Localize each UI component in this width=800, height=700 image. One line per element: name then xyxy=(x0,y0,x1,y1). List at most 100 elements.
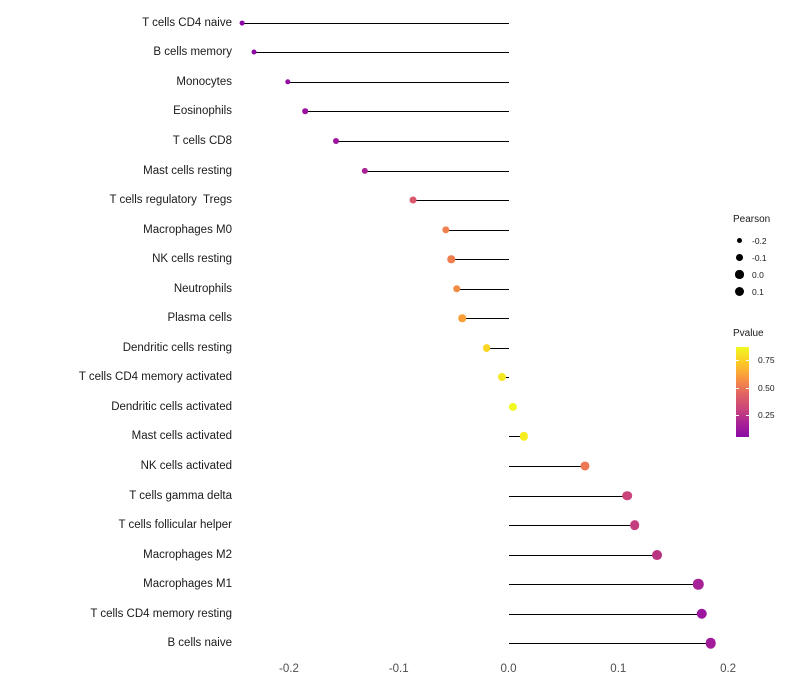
legend-size-entry: -0.2 xyxy=(733,232,770,249)
row-plot-area xyxy=(240,569,772,599)
category-label: B cells naive xyxy=(167,637,232,650)
row-plot-area xyxy=(240,215,772,245)
x-tick-label: 0.1 xyxy=(610,663,627,675)
category-label: B cells memory xyxy=(153,46,232,59)
category-label: Mast cells activated xyxy=(131,430,232,443)
legend-pearson: Pearson -0.2 -0.1 0.0 0.1 xyxy=(733,214,770,300)
chart-row: T cells CD4 memory resting xyxy=(0,599,772,629)
legend-pearson-entries: -0.2 -0.1 0.0 0.1 xyxy=(733,232,770,300)
row-plot-area xyxy=(240,510,772,540)
lollipop-stick xyxy=(508,465,586,467)
legend-pvalue-tick xyxy=(736,415,739,417)
lollipop-stick xyxy=(413,200,509,202)
chart-row: T cells follicular helper xyxy=(0,510,772,540)
lollipop-dot xyxy=(651,549,662,560)
lollipop-dot xyxy=(482,343,491,352)
chart-row: T cells regulatory Tregs xyxy=(0,185,772,215)
category-label: Macrophages M0 xyxy=(143,223,232,236)
category-label: T cells CD4 memory resting xyxy=(90,607,232,620)
lollipop-stick xyxy=(508,436,524,438)
row-plot-area xyxy=(240,599,772,629)
legend-pvalue-tick xyxy=(736,360,739,362)
row-plot-area xyxy=(239,8,772,38)
legend-size-dot xyxy=(734,286,745,297)
chart-row: Macrophages M0 xyxy=(0,215,772,245)
lollipop-dot xyxy=(693,578,704,590)
chart-row: Monocytes xyxy=(0,67,772,97)
chart-row: T cells gamma delta xyxy=(0,481,772,511)
category-label: Plasma cells xyxy=(167,312,232,325)
lollipop-stick xyxy=(508,613,702,615)
chart-row: Dendritic cells resting xyxy=(0,333,772,363)
legend-size-entry: -0.1 xyxy=(733,249,770,266)
legend-pvalue-body: 0.75 0.50 0.25 xyxy=(733,347,775,439)
chart-row: Dendritic cells activated xyxy=(0,392,772,422)
category-label: Macrophages M2 xyxy=(143,548,232,561)
row-plot-area xyxy=(240,628,772,658)
legend-pvalue-tick-label: 0.75 xyxy=(758,355,775,366)
chart-row: Mast cells resting xyxy=(0,156,772,186)
legend-size-dot xyxy=(736,254,743,261)
chart-row: Eosinophils xyxy=(0,97,772,127)
legend-size-label: -0.1 xyxy=(752,252,767,263)
legend-size-label: 0.1 xyxy=(752,286,764,297)
row-plot-area xyxy=(240,422,772,452)
lollipop-dot xyxy=(442,225,450,234)
lollipop-dot xyxy=(361,167,368,174)
category-label: Neutrophils xyxy=(173,282,232,295)
chart-row: B cells memory xyxy=(0,38,772,68)
row-plot-area xyxy=(240,274,772,304)
lollipop-dot xyxy=(333,137,340,144)
legend-pvalue-tick xyxy=(746,360,749,362)
lollipop-stick xyxy=(305,111,509,113)
lollipop-stick xyxy=(364,170,509,172)
legend-size-entry: 0.1 xyxy=(733,283,770,300)
chart-row: NK cells resting xyxy=(0,244,772,274)
legend-pvalue-tick xyxy=(746,415,749,417)
legend-size-entry: 0.0 xyxy=(733,266,770,283)
category-label: Dendritic cells resting xyxy=(122,341,232,354)
pvalue-colorbar-ticks: 0.75 0.50 0.25 xyxy=(736,347,775,437)
legend-pvalue-tick xyxy=(746,387,749,389)
legend-pvalue-title: Pvalue xyxy=(733,328,764,339)
x-axis: -0.2 -0.1 0.0 0.1 0.2 xyxy=(0,663,800,683)
row-plot-area xyxy=(240,451,772,481)
chart-row: Macrophages M2 xyxy=(0,540,772,570)
lollipop-stick xyxy=(486,347,509,349)
chart-row: Neutrophils xyxy=(0,274,772,304)
row-plot-area xyxy=(240,244,772,274)
lollipop-stick xyxy=(253,52,509,54)
chart-row: T cells CD4 naive xyxy=(0,8,772,38)
category-label: T cells CD8 xyxy=(172,134,232,147)
category-label: Eosinophils xyxy=(173,105,232,118)
lollipop-dot xyxy=(629,520,640,530)
lollipop-stick xyxy=(508,554,657,556)
x-tick-label: 0.0 xyxy=(500,663,517,675)
category-label: NK cells activated xyxy=(140,459,232,472)
lollipop-stick xyxy=(508,525,635,527)
lollipop-dot xyxy=(580,461,590,471)
chart-row: T cells CD8 xyxy=(0,126,772,156)
lollipop-stick xyxy=(241,22,509,24)
category-label: Dendritic cells activated xyxy=(111,400,232,413)
legend-pvalue-tick-label: 0.50 xyxy=(758,382,775,393)
legend-pvalue: Pvalue 0.75 0.50 0.25 xyxy=(733,328,775,439)
lollipop-stick xyxy=(456,288,509,290)
lollipop-dot xyxy=(508,402,517,411)
row-plot-area xyxy=(240,97,772,127)
category-label: T cells follicular helper xyxy=(118,519,232,532)
legend-size-label: -0.2 xyxy=(752,235,767,246)
legend-size-dot xyxy=(735,270,744,279)
lollipop-dot xyxy=(409,196,417,204)
category-label: NK cells resting xyxy=(152,253,232,266)
lollipop-dot xyxy=(251,49,257,55)
lollipop-stick xyxy=(451,259,509,261)
pvalue-colorbar xyxy=(736,347,749,437)
lollipop-stick xyxy=(445,229,509,231)
lollipop-dot xyxy=(285,79,291,85)
row-plot-area xyxy=(240,67,772,97)
lollipop-dot xyxy=(458,314,467,322)
lollipop-dot xyxy=(447,255,456,263)
row-plot-area xyxy=(240,185,772,215)
x-tick-label: -0.1 xyxy=(388,663,409,675)
